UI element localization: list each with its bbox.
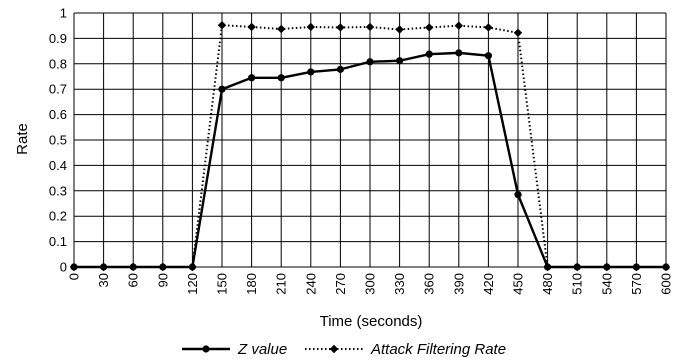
x-tick-label: 30 xyxy=(96,273,111,287)
point-z-value xyxy=(159,263,167,271)
x-tick-label: 480 xyxy=(540,273,555,295)
point-z-value xyxy=(277,74,285,82)
point-z-value xyxy=(70,263,78,271)
point-attack-filtering-rate xyxy=(247,22,256,32)
point-z-value xyxy=(396,57,404,65)
point-z-value xyxy=(218,85,226,93)
x-tick-label: 510 xyxy=(570,273,585,295)
y-tick-label: 0.5 xyxy=(49,133,67,148)
legend-marker xyxy=(202,345,210,353)
series-z-value xyxy=(70,49,670,271)
y-tick-label: 0.2 xyxy=(49,209,67,224)
point-z-value xyxy=(662,263,670,271)
legend: Z value Attack Filtering Rate xyxy=(182,341,506,358)
grid xyxy=(73,12,667,268)
x-axis-title: Time (seconds) xyxy=(320,313,423,330)
y-tick-label: 0.3 xyxy=(49,183,67,198)
point-z-value xyxy=(366,58,374,66)
point-z-value xyxy=(307,68,315,76)
point-attack-filtering-rate xyxy=(454,21,463,30)
point-z-value xyxy=(129,263,137,271)
point-attack-filtering-rate xyxy=(395,25,404,34)
point-z-value xyxy=(455,49,463,57)
point-attack-filtering-rate xyxy=(277,24,286,34)
point-attack-filtering-rate xyxy=(513,28,523,38)
legend-item-attack-filtering-rate: Attack Filtering Rate xyxy=(305,341,506,358)
x-tick-label: 420 xyxy=(481,273,496,295)
x-tick-label: 240 xyxy=(303,273,318,295)
x-axis-ticks: 0 30 60 90 120 150 180 210 240 270 300 330 360 390 420… xyxy=(67,273,674,295)
point-attack-filtering-rate xyxy=(425,23,434,32)
x-tick-label: 60 xyxy=(126,273,141,287)
point-attack-filtering-rate xyxy=(306,22,315,32)
y-tick-label: 0 xyxy=(60,260,67,275)
y-tick-label: 0.8 xyxy=(49,56,67,71)
x-tick-label: 270 xyxy=(333,273,348,295)
x-tick-label: 90 xyxy=(155,273,170,287)
series-layer xyxy=(69,20,671,272)
y-tick-label: 0.1 xyxy=(49,234,67,249)
point-z-value xyxy=(573,263,581,271)
point-attack-filtering-rate xyxy=(217,20,227,30)
point-z-value xyxy=(514,191,522,199)
x-tick-label: 450 xyxy=(511,273,526,295)
point-z-value xyxy=(100,263,108,271)
point-attack-filtering-rate xyxy=(365,22,375,32)
y-tick-label: 1 xyxy=(60,6,67,21)
x-tick-label: 0 xyxy=(67,273,82,280)
x-tick-label: 330 xyxy=(392,273,407,295)
point-z-value xyxy=(336,65,344,73)
point-z-value xyxy=(188,263,196,271)
x-tick-label: 210 xyxy=(274,273,289,295)
x-tick-label: 180 xyxy=(244,273,259,295)
x-tick-label: 150 xyxy=(215,273,230,295)
point-z-value xyxy=(603,263,611,271)
y-axis-title: Rate xyxy=(14,123,31,155)
point-z-value xyxy=(484,52,492,60)
y-tick-label: 0.6 xyxy=(49,107,67,122)
x-tick-label: 300 xyxy=(363,273,378,295)
point-z-value xyxy=(425,50,433,58)
y-axis-ticks: 0 0.1 0.2 0.3 0.4 0.5 0.6 0.7 0.8 0.9 1 xyxy=(49,6,67,275)
point-z-value xyxy=(632,263,641,271)
point-attack-filtering-rate xyxy=(484,23,493,32)
legend-label: Attack Filtering Rate xyxy=(370,341,506,358)
legend-label: Z value xyxy=(237,341,287,358)
x-tick-label: 540 xyxy=(599,273,614,295)
y-tick-label: 0.4 xyxy=(49,158,67,173)
point-attack-filtering-rate xyxy=(336,23,345,32)
x-tick-label: 570 xyxy=(629,273,644,295)
y-tick-label: 0.7 xyxy=(49,82,67,97)
x-tick-label: 600 xyxy=(659,273,674,295)
point-z-value xyxy=(248,74,256,82)
y-tick-label: 0.9 xyxy=(49,31,67,46)
legend-marker xyxy=(329,344,339,354)
x-tick-label: 360 xyxy=(422,273,437,295)
x-tick-label: 390 xyxy=(451,273,466,295)
point-z-value xyxy=(544,263,552,271)
x-tick-label: 120 xyxy=(185,273,200,295)
legend-item-z-value: Z value xyxy=(182,341,287,358)
